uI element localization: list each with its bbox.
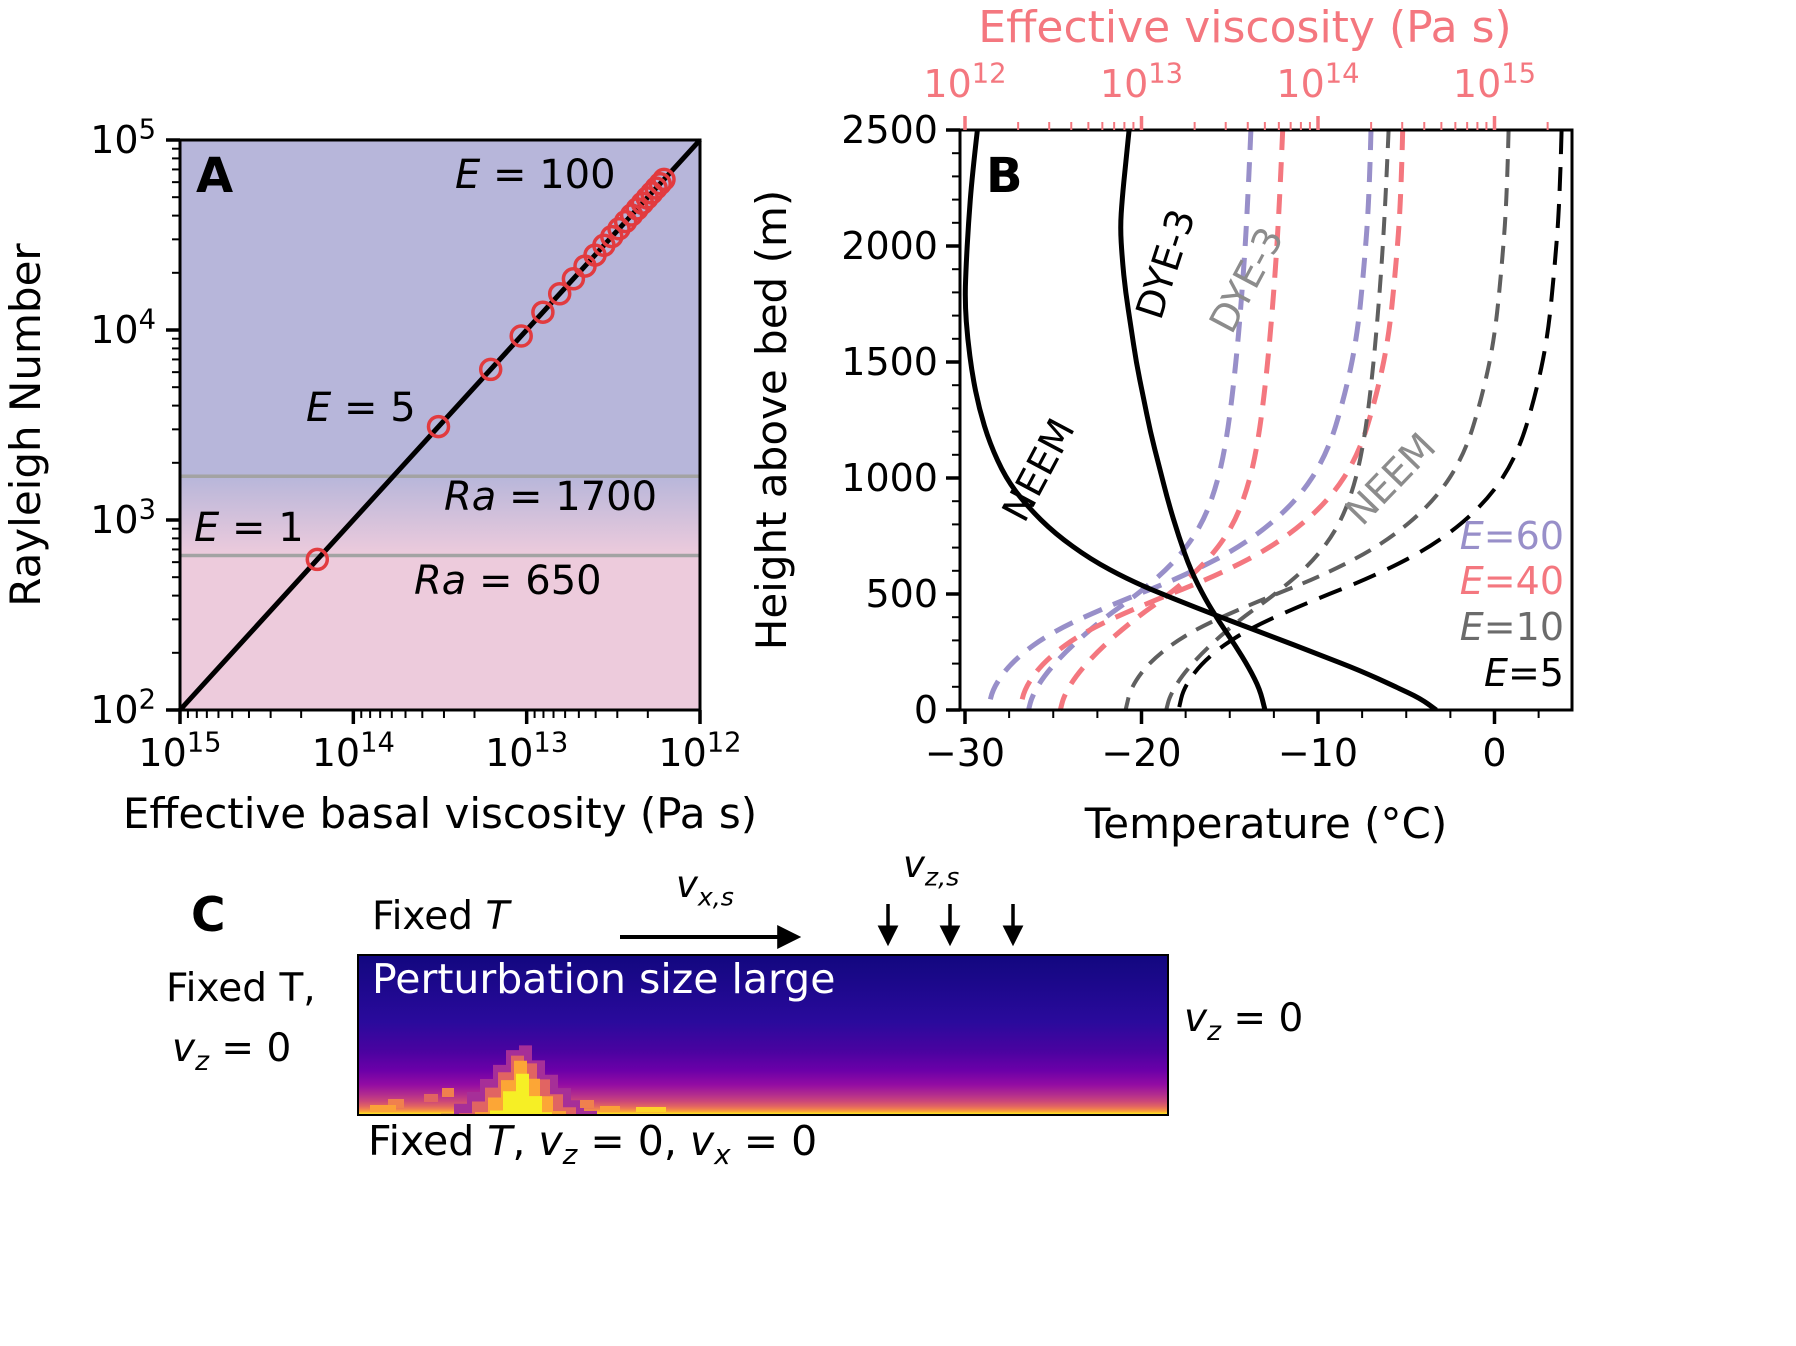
heatmap-pixel [388, 1099, 404, 1108]
panel-b-y-tick: 1500 [841, 340, 938, 384]
marker-E-100 [652, 167, 676, 192]
rayleigh-markers [305, 167, 676, 572]
bottom-boundary-label: Fixed T, vz = 0, vx = 0 [368, 1117, 818, 1172]
vxs-label: vx,s [676, 863, 734, 912]
viscosity-axis-tick: 1012 [923, 59, 1006, 106]
viscosity-curve-NEEM-E40 [1017, 130, 1406, 710]
panel-b-x-tick: −10 [1278, 731, 1358, 775]
marker-E-55 [607, 217, 631, 241]
marker-E-15 [509, 324, 533, 348]
panel-a-xlabel: Effective basal viscosity (Pa s) [123, 789, 757, 838]
curve-label-3-NEEM: NEEM [1337, 424, 1445, 533]
legend-label-3: E=5 [1484, 651, 1564, 695]
viscosity-axis-title: Effective viscosity (Pa s) [978, 2, 1511, 53]
panel-b-tag: B [986, 148, 1023, 204]
marker-E-1 [305, 547, 330, 572]
panel-b-frame [958, 128, 1574, 712]
top-boundary-label: Fixed T [372, 894, 510, 939]
viscosity-axis-tick: 1015 [1453, 59, 1536, 106]
panel-b-y-tick: 0 [914, 688, 938, 732]
plume-layer-3 [490, 1073, 552, 1115]
marker-E-30 [561, 267, 586, 291]
panel-b-x-tick: −30 [925, 731, 1005, 775]
viscosity-curve-NEEM-E60 [985, 130, 1374, 710]
left-boundary-label-line1: Fixed T, [166, 966, 316, 1011]
viscosity-curve-DYE-3-E10 [1164, 130, 1391, 710]
panel-a-y-tick: 103 [90, 495, 156, 542]
viscosity-curve-DYE-3-E60 [1026, 130, 1254, 710]
panel-a-y-tick: 104 [90, 305, 156, 352]
panel-c-tag: C [191, 888, 226, 943]
panel-a-y-tick: 105 [90, 115, 156, 162]
panel-b: 0 500 1000 1500 2000 2500 −30 −20 −10 0 1012 1013 10… [747, 2, 1574, 848]
panel-b-y-tick: 2000 [841, 224, 938, 268]
left-boundary-label-line2: vz = 0 [172, 1026, 292, 1077]
panel-b-y-tick: 2500 [841, 108, 938, 152]
panel-b-y-tick: 1000 [841, 456, 938, 500]
legend-label-2: E=10 [1460, 605, 1564, 649]
ra-threshold-label-650: Ra = 650 [414, 558, 602, 604]
heatmap-pixel [442, 1088, 454, 1097]
panel-a: 1015 1014 1013 1012 102 103 104 105 Effective ba… [1, 115, 757, 838]
heatmap-overlay-title: Perturbation size large [372, 955, 836, 1003]
marker-E-5 [426, 414, 451, 439]
marker-E-60 [613, 209, 638, 234]
panel-b-curves [962, 130, 1564, 710]
marker-E-95 [648, 171, 672, 196]
heatmap-pixel [600, 1106, 620, 1112]
heatmap-pixel [580, 1100, 594, 1108]
legend-label-1: E=40 [1460, 559, 1564, 603]
warm-plume [370, 1045, 666, 1115]
temperature-curve-NEEM [962, 130, 1438, 710]
right-boundary-label: vz = 0 [1184, 996, 1304, 1047]
heatmap-border [357, 954, 1169, 1116]
marker-E-20 [531, 300, 555, 324]
vzs-label: vz,s [903, 843, 960, 892]
marker-E-10 [478, 357, 503, 382]
viscosity-curve-NEEM-E10 [1123, 130, 1511, 710]
viscosity-axis-tick: 1014 [1276, 59, 1359, 106]
panel-a-x-tick: 1012 [658, 728, 741, 775]
curve-label-2-NEEM: NEEM [993, 411, 1083, 528]
viscosity-curve-DYE-3-E40 [1057, 130, 1286, 710]
panel-a-x-tick: 1013 [485, 728, 568, 775]
viscosity-axis-tick: 1013 [1100, 59, 1183, 106]
enhancement-annotation-0: E = 100 [455, 152, 616, 198]
panel-a-x-tick: 1014 [312, 728, 395, 775]
panel-a-tag: A [196, 148, 233, 204]
temperature-curve-DYE-3 [1118, 130, 1268, 710]
curve-label-0-DYE-3: DYE-3 [1127, 204, 1204, 324]
heatmap-pixel [370, 1105, 396, 1112]
panel-b-xlabel: Temperature (°C) [1084, 799, 1448, 848]
heatmap-pixel [636, 1107, 666, 1112]
panel-a-ylabel: Rayleigh Number [1, 243, 50, 607]
heatmap-pixel [424, 1094, 438, 1102]
panel-a-y-tick: 102 [90, 685, 156, 732]
ra-threshold-label-1700: Ra = 1700 [444, 474, 657, 520]
panel-c [357, 904, 1169, 1116]
viscosity-curve-NEEM-E5 [1176, 130, 1564, 710]
panel-b-ylabel: Height above bed (m) [747, 190, 796, 651]
legend-label-0: E=60 [1460, 514, 1564, 558]
panel-a-x-tick: 1015 [138, 728, 221, 775]
marker-E-25 [547, 282, 572, 306]
panel-b-y-tick: 500 [865, 572, 938, 616]
enhancement-annotation-1: E = 5 [306, 385, 416, 431]
panel-a-frame [178, 138, 702, 712]
curve-label-1-DYE-3: DYE-3 [1201, 220, 1293, 340]
panel-b-x-tick: 0 [1482, 731, 1506, 775]
panel-b-x-tick: −20 [1101, 731, 1181, 775]
enhancement-annotation-2: E = 1 [194, 505, 304, 551]
